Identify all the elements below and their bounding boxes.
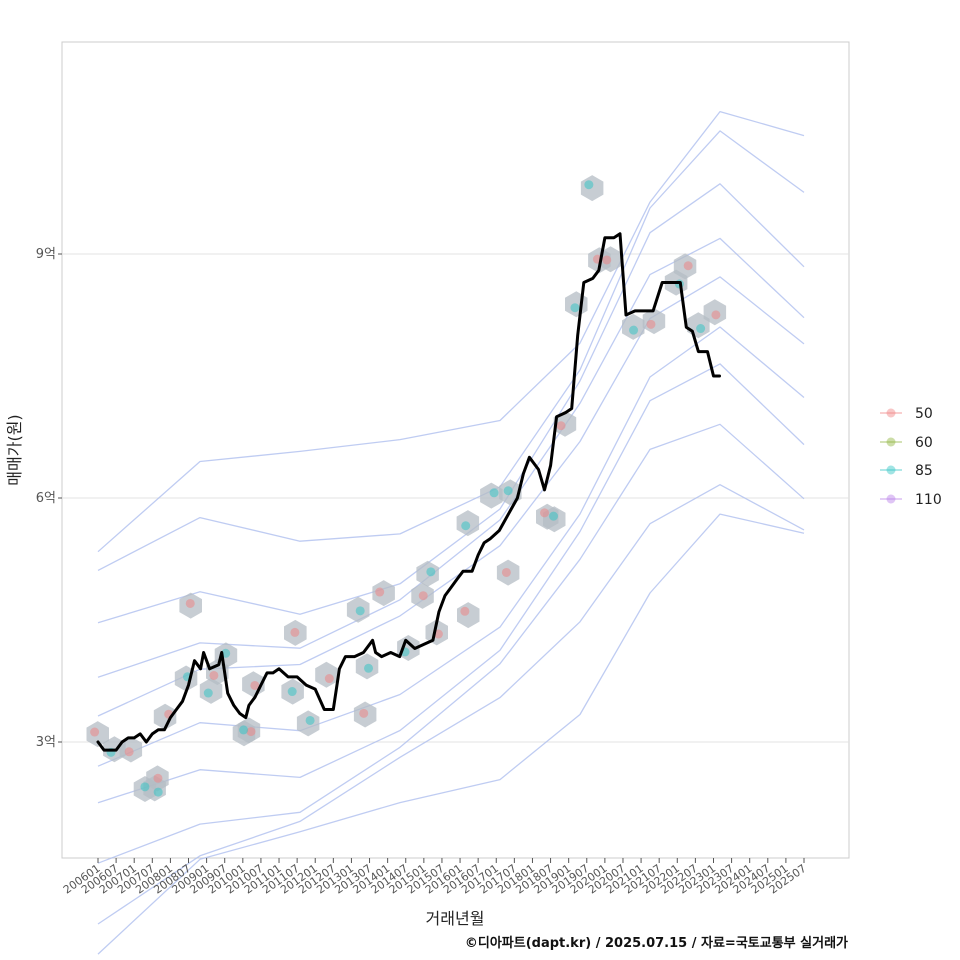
scatter-point bbox=[290, 627, 300, 637]
contour-line bbox=[97, 183, 805, 624]
scatter-point bbox=[124, 747, 134, 757]
scatter-point bbox=[696, 324, 706, 334]
scatter-point bbox=[250, 680, 260, 690]
legend: 50 60 85 110 bbox=[880, 406, 942, 508]
price-line bbox=[96, 232, 721, 752]
scatter-point bbox=[711, 310, 721, 320]
x-axis-ticks: 2006012006072007012007072008012008072009… bbox=[61, 858, 809, 897]
y-tick-label: 9억 bbox=[36, 247, 56, 262]
legend-swatch-dot bbox=[886, 465, 896, 475]
contour-line bbox=[97, 276, 805, 717]
contour-line bbox=[97, 237, 805, 678]
y-axis-title: 매매가(원) bbox=[5, 414, 24, 485]
scatter-point bbox=[584, 180, 594, 190]
scatter-point bbox=[364, 663, 374, 673]
legend-item-50: 50 bbox=[880, 406, 933, 422]
caption: ©디아파트(dapt.kr) / 2025.07.15 / 자료=국토교통부 실… bbox=[465, 935, 848, 951]
contour-line bbox=[97, 363, 805, 804]
scatter-point bbox=[570, 303, 580, 313]
scatter-point bbox=[501, 567, 511, 577]
plot-panel bbox=[61, 41, 850, 859]
legend-label: 110 bbox=[915, 492, 942, 508]
legend-label: 50 bbox=[915, 406, 933, 422]
scatter-point bbox=[324, 674, 334, 684]
scatter-point bbox=[239, 725, 249, 735]
scatter-point bbox=[556, 421, 566, 431]
scatter-point bbox=[418, 591, 428, 601]
legend-item-85: 85 bbox=[880, 463, 933, 479]
scatter-point bbox=[246, 727, 256, 737]
scatter-point bbox=[540, 508, 550, 518]
scatter-point bbox=[646, 319, 656, 329]
scatter-point bbox=[683, 261, 693, 271]
y-axis-ticks: 3억 6억 9억 bbox=[36, 247, 62, 750]
contour-line bbox=[97, 484, 805, 925]
scatter-point bbox=[185, 598, 195, 608]
scatter-point bbox=[305, 715, 315, 725]
legend-swatch-dot bbox=[886, 408, 896, 418]
scatter-points bbox=[90, 180, 721, 797]
y-tick-label: 6억 bbox=[36, 491, 56, 506]
scatter-point bbox=[287, 687, 297, 697]
y-tick-label: 3억 bbox=[36, 735, 56, 750]
x-axis-title: 거래년월 bbox=[426, 909, 485, 928]
scatter-point bbox=[629, 325, 639, 335]
scatter-point bbox=[489, 488, 499, 498]
scatter-point bbox=[375, 587, 385, 597]
scatter-point bbox=[153, 773, 163, 783]
scatter-point bbox=[90, 727, 100, 737]
scatter-point bbox=[549, 511, 559, 521]
contour-line bbox=[97, 110, 805, 553]
legend-swatch-dot bbox=[886, 494, 896, 504]
scatter-point bbox=[503, 486, 513, 496]
contour-line bbox=[97, 423, 805, 864]
scatter-point bbox=[209, 670, 219, 680]
legend-label: 60 bbox=[915, 435, 933, 451]
scatter-point bbox=[153, 787, 163, 797]
scatter-point bbox=[140, 782, 150, 792]
scatter-point bbox=[461, 521, 471, 531]
price-line-path bbox=[96, 232, 721, 752]
scatter-point bbox=[203, 688, 213, 698]
legend-swatch-dot bbox=[886, 437, 896, 447]
scatter-point bbox=[355, 606, 365, 616]
legend-item-110: 110 bbox=[880, 492, 942, 508]
contour-line bbox=[97, 513, 805, 955]
grid-lines bbox=[62, 253, 849, 743]
legend-item-60: 60 bbox=[880, 435, 933, 451]
scatter-point bbox=[602, 255, 612, 265]
legend-label: 85 bbox=[915, 463, 933, 479]
scatter-point bbox=[359, 708, 369, 718]
scatter-point bbox=[460, 606, 470, 616]
scatter-point bbox=[426, 567, 436, 577]
